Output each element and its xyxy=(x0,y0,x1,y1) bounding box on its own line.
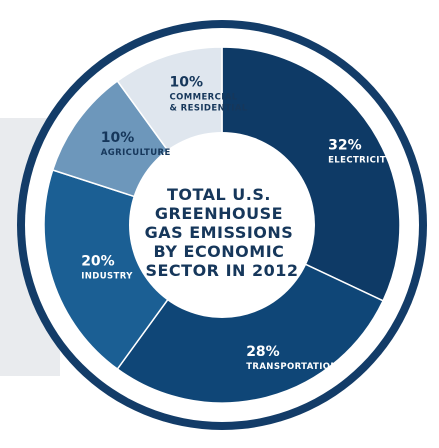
chart-title-line: BY ECONOMIC xyxy=(154,242,285,261)
slice-percent-label: 10% xyxy=(170,75,204,91)
slice-category-label: ELECTRICITY xyxy=(328,155,393,165)
slice-category-label: AGRICULTURE xyxy=(101,148,171,158)
chart-title-line: GREENHOUSE xyxy=(155,204,283,223)
slice-percent-label: 20% xyxy=(81,254,115,270)
chart-title-line: SECTOR IN 2012 xyxy=(145,261,298,280)
chart-title: TOTAL U.S. GREENHOUSE GAS EMISSIONS BY E… xyxy=(145,185,300,280)
slice-category-label: & RESIDENTIAL xyxy=(170,104,248,114)
chart-title-line: TOTAL U.S. xyxy=(167,185,271,204)
slice-percent-label: 32% xyxy=(328,137,362,153)
slice-category-label: INDUSTRY xyxy=(81,272,133,282)
slice-percent-label: 10% xyxy=(101,130,135,146)
slice-labels-group: 32% ELECTRICITY 28% TRANSPORTATION 20% INDUST… xyxy=(81,75,393,373)
chart-title-line: GAS EMISSIONS xyxy=(145,223,294,242)
slice-category-label: COMMERCIAL xyxy=(170,93,238,103)
slice-transportation xyxy=(116,224,385,404)
slice-percent-label: 28% xyxy=(246,344,280,360)
slice-category-label: TRANSPORTATION xyxy=(246,362,338,372)
center-hole xyxy=(129,132,315,318)
